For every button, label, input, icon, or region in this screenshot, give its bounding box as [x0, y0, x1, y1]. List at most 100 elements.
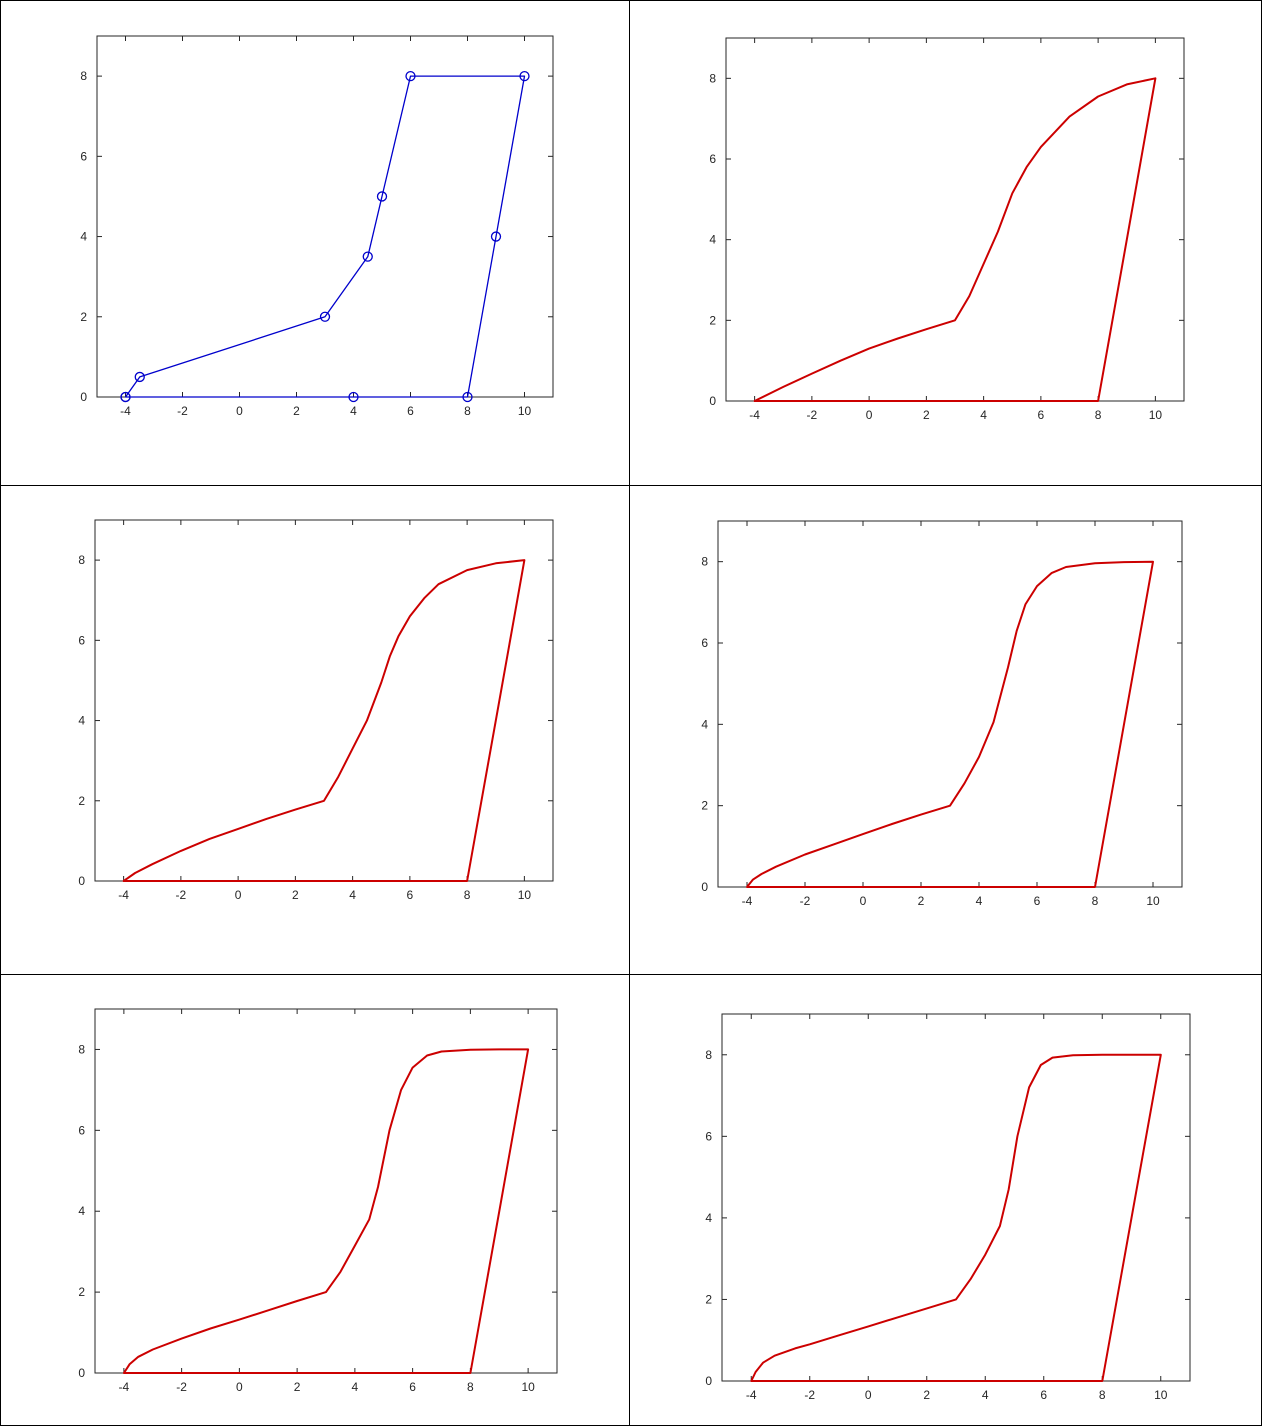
x-tick-label: 4	[976, 894, 983, 908]
data-point	[348, 391, 359, 403]
x-tick-label: -2	[177, 404, 188, 418]
chart-5-group: -4 -2 0 2 4 6 8 10 0 2 4 6 8	[78, 1008, 558, 1394]
y-tick-label: 2	[78, 794, 85, 808]
x-tick-label: -4	[118, 888, 129, 902]
y-tick-label: 2	[705, 1292, 712, 1306]
chart-1-group: -4 -2 0 2 4 6 8 10 0 2 4 6 8	[80, 35, 554, 418]
x-tick-label: 8	[464, 888, 471, 902]
x-tick-label: -4	[749, 408, 760, 422]
axes-box	[725, 37, 1185, 402]
y-tick-label: 2	[701, 799, 708, 813]
data-point	[405, 70, 416, 82]
x-tick-label: 0	[865, 1388, 872, 1402]
y-tick-label: 6	[709, 152, 716, 166]
x-tick-label: 2	[923, 408, 930, 422]
x-tick-label: -2	[804, 1388, 815, 1402]
x-tick-label: -2	[176, 1380, 187, 1394]
y-tick-label: 6	[78, 633, 85, 647]
y-tick-label: 2	[709, 313, 716, 327]
chart-3-group: -4 -2 0 2 4 6 8 10 0 2 4 6 8	[78, 519, 554, 902]
x-tick-label: 0	[860, 894, 867, 908]
x-tick-label: 6	[407, 888, 414, 902]
x-tick-label: -4	[119, 1380, 130, 1394]
x-tick-label: 0	[866, 408, 873, 422]
x-tick-label: 8	[1092, 894, 1099, 908]
y-tick-label: 0	[78, 1366, 85, 1380]
x-tick-label: 0	[235, 888, 242, 902]
x-tick-label: 0	[236, 1380, 243, 1394]
y-tick-label: 0	[709, 394, 716, 408]
data-point	[519, 70, 530, 82]
y-tick-label: 4	[78, 714, 85, 728]
y-tick-label: 6	[705, 1129, 712, 1143]
x-tick-label: 10	[1146, 894, 1160, 908]
y-tick-label: 8	[701, 555, 708, 569]
y-tick-label: 4	[78, 1204, 85, 1218]
x-tick-label: -2	[800, 894, 811, 908]
x-tick-label: -2	[176, 888, 187, 902]
x-tick-label: 8	[467, 1380, 474, 1394]
y-tick-label: 8	[78, 1042, 85, 1056]
data-point	[462, 391, 473, 403]
axes-box	[94, 1008, 558, 1374]
axes-box	[96, 35, 554, 398]
axes-box	[94, 519, 554, 882]
y-tick-label: 8	[80, 69, 87, 83]
x-tick-label: 10	[1154, 1388, 1168, 1402]
axes-box	[721, 1013, 1191, 1382]
y-tick-label: 2	[78, 1285, 85, 1299]
y-tick-label: 0	[705, 1374, 712, 1388]
x-tick-label: 4	[349, 888, 356, 902]
y-tick-label: 6	[80, 149, 87, 163]
x-tick-label: 6	[1034, 894, 1041, 908]
x-tick-label: 10	[521, 1380, 535, 1394]
x-tick-label: 8	[1099, 1388, 1106, 1402]
x-tick-label: -4	[120, 404, 131, 418]
x-tick-label: 6	[1038, 408, 1045, 422]
data-point	[376, 191, 388, 202]
x-tick-label: 10	[518, 404, 532, 418]
y-tick-label: 4	[80, 230, 87, 244]
axes-box	[717, 520, 1183, 888]
x-tick-label: 4	[352, 1380, 359, 1394]
chart-6-group: -4 -2 0 2 4 6 8 10 0 2 4 6 8	[705, 1013, 1191, 1402]
x-tick-label: 2	[923, 1388, 930, 1402]
x-tick-label: 4	[982, 1388, 989, 1402]
y-tick-label: 4	[709, 233, 716, 247]
y-tick-label: 6	[701, 636, 708, 650]
series-line	[750, 1053, 1162, 1382]
x-tick-label: -4	[746, 1388, 757, 1402]
x-tick-label: 0	[236, 404, 243, 418]
data-point	[134, 371, 145, 383]
x-tick-label: 4	[350, 404, 357, 418]
data-point	[490, 231, 502, 242]
y-tick-label: 0	[78, 874, 85, 888]
x-tick-label: 10	[518, 888, 532, 902]
y-tick-label: 8	[709, 71, 716, 85]
y-tick-label: 4	[705, 1211, 712, 1225]
series-line	[753, 77, 1157, 402]
chart-4-group: -4 -2 0 2 4 6 8 10 0 2 4 6 8	[701, 520, 1183, 908]
data-point	[120, 391, 131, 403]
chart-2-group: -4 -2 0 2 4 6 8 10 0 2 4 6 8	[709, 37, 1185, 422]
x-tick-label: 2	[292, 888, 299, 902]
x-tick-label: 8	[464, 404, 471, 418]
x-tick-label: 6	[409, 1380, 416, 1394]
y-tick-label: 8	[78, 553, 85, 567]
x-tick-label: 8	[1095, 408, 1102, 422]
y-tick-label: 0	[80, 390, 87, 404]
x-tick-label: 6	[1040, 1388, 1047, 1402]
data-point	[319, 311, 331, 322]
series-line	[122, 559, 526, 882]
series-line	[746, 560, 1154, 888]
y-tick-label: 0	[701, 880, 708, 894]
y-tick-label: 2	[80, 310, 87, 324]
x-tick-label: -2	[807, 408, 818, 422]
y-tick-label: 6	[78, 1123, 85, 1137]
series-line	[122, 1048, 530, 1374]
x-tick-label: 2	[294, 1380, 301, 1394]
x-tick-label: -4	[742, 894, 753, 908]
x-tick-label: 2	[293, 404, 300, 418]
